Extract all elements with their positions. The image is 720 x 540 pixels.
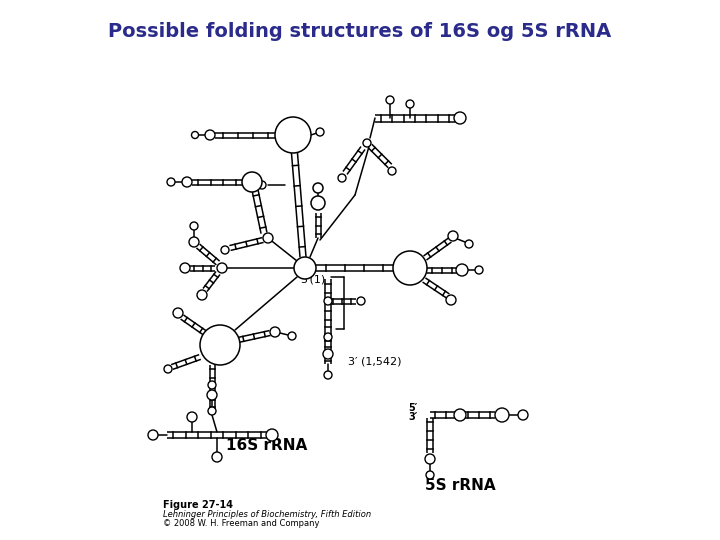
Circle shape: [448, 231, 458, 241]
Circle shape: [324, 333, 332, 341]
Circle shape: [212, 452, 222, 462]
Circle shape: [266, 429, 278, 441]
Circle shape: [446, 295, 456, 305]
Circle shape: [518, 410, 528, 420]
Circle shape: [197, 290, 207, 300]
Circle shape: [164, 365, 172, 373]
Circle shape: [187, 412, 197, 422]
Circle shape: [221, 246, 229, 254]
Circle shape: [207, 390, 217, 400]
Circle shape: [205, 130, 215, 140]
Circle shape: [324, 371, 332, 379]
Circle shape: [180, 263, 190, 273]
Circle shape: [148, 430, 158, 440]
Text: 3′: 3′: [408, 412, 418, 422]
Circle shape: [456, 264, 468, 276]
Circle shape: [313, 183, 323, 193]
Circle shape: [270, 327, 280, 337]
Text: 5′(1): 5′(1): [300, 274, 325, 284]
Circle shape: [357, 297, 365, 305]
Circle shape: [386, 96, 394, 104]
Circle shape: [338, 174, 346, 182]
Text: 5S rRNA: 5S rRNA: [425, 478, 495, 493]
Circle shape: [173, 308, 183, 318]
Circle shape: [316, 128, 324, 136]
Circle shape: [217, 263, 227, 273]
Circle shape: [425, 454, 435, 464]
Circle shape: [294, 257, 316, 279]
Circle shape: [475, 266, 483, 274]
Circle shape: [208, 381, 216, 389]
Circle shape: [200, 325, 240, 365]
Circle shape: [406, 100, 414, 108]
Circle shape: [363, 139, 371, 147]
Circle shape: [208, 407, 216, 415]
Circle shape: [311, 196, 325, 210]
Circle shape: [454, 112, 466, 124]
Circle shape: [182, 177, 192, 187]
Circle shape: [324, 297, 332, 305]
Circle shape: [388, 167, 396, 175]
Circle shape: [258, 181, 266, 189]
Circle shape: [192, 132, 199, 138]
Circle shape: [393, 251, 427, 285]
Text: © 2008 W. H. Freeman and Company: © 2008 W. H. Freeman and Company: [163, 519, 320, 528]
Text: Figure 27-14: Figure 27-14: [163, 500, 233, 510]
Text: 16S rRNA: 16S rRNA: [226, 438, 307, 453]
Circle shape: [263, 233, 273, 243]
Text: Lehninger Principles of Biochemistry, Fifth Edition: Lehninger Principles of Biochemistry, Fi…: [163, 510, 371, 519]
Circle shape: [167, 178, 175, 186]
Circle shape: [242, 172, 262, 192]
Text: 5′: 5′: [408, 403, 418, 413]
Circle shape: [454, 409, 466, 421]
Circle shape: [190, 222, 198, 230]
Text: Possible folding structures of 16S og 5S rRNA: Possible folding structures of 16S og 5S…: [109, 22, 611, 41]
Circle shape: [465, 240, 473, 248]
Circle shape: [275, 117, 311, 153]
Circle shape: [189, 237, 199, 247]
Circle shape: [323, 349, 333, 359]
Circle shape: [495, 408, 509, 422]
Text: 3′ (1,542): 3′ (1,542): [348, 356, 402, 366]
Circle shape: [288, 332, 296, 340]
Circle shape: [426, 471, 434, 479]
